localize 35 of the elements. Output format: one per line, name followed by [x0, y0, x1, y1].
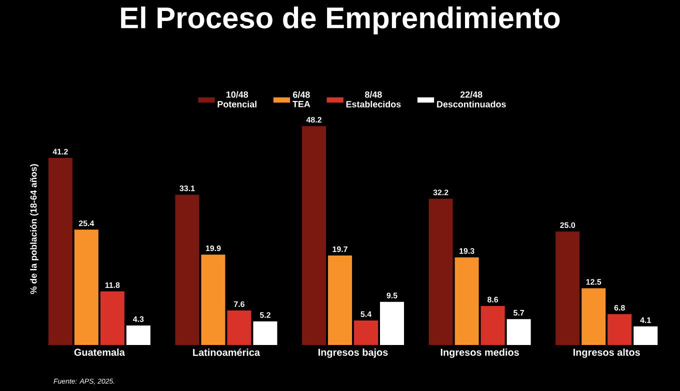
- bar: [354, 320, 378, 345]
- text: 22/48: [460, 91, 482, 98]
- chart-title: El Proceso de Emprendimiento: [121, 6, 560, 34]
- bar: [608, 314, 632, 345]
- bar: [480, 306, 505, 345]
- bar: [227, 310, 252, 345]
- bar: [100, 291, 124, 345]
- bar: [302, 126, 326, 345]
- legend-label: TEA: [292, 100, 310, 108]
- bar: [380, 302, 404, 345]
- text: 10/48: [226, 91, 248, 98]
- text: 6/48: [293, 91, 310, 98]
- x-tick-label: Ingresos bajos: [318, 348, 388, 358]
- bar: [582, 288, 606, 345]
- bar: [556, 231, 580, 345]
- bar: [328, 256, 352, 345]
- bar: [126, 325, 150, 345]
- x-tick-label: Ingresos medios: [440, 348, 519, 358]
- text: 8/48: [364, 91, 382, 98]
- y-axis-title: % de la población (18-64 años): [30, 164, 38, 294]
- bar: [634, 326, 658, 345]
- legend-label: Establecidos: [346, 100, 401, 108]
- bar: [74, 230, 98, 345]
- bar: [253, 321, 278, 345]
- x-tick-label: Guatemala: [74, 348, 125, 356]
- bar: [454, 257, 479, 345]
- legend-label: Descontinuados: [437, 100, 506, 108]
- bar: [506, 319, 531, 345]
- bar: [201, 254, 226, 345]
- x-tick-label: Ingresos altos: [574, 348, 640, 358]
- bar: [175, 194, 200, 345]
- bar: [48, 158, 72, 345]
- legend-label: Potencial: [218, 100, 256, 108]
- bar: [428, 198, 453, 345]
- x-tick-label: Latinoamérica: [193, 348, 260, 356]
